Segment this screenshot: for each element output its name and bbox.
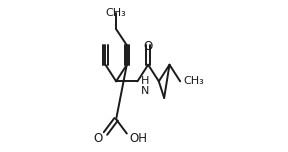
Text: H
N: H N bbox=[141, 76, 149, 96]
Text: CH₃: CH₃ bbox=[183, 76, 204, 86]
Text: O: O bbox=[143, 40, 153, 53]
Text: O: O bbox=[93, 132, 103, 145]
Text: CH₃: CH₃ bbox=[106, 8, 126, 18]
Text: OH: OH bbox=[130, 132, 148, 145]
